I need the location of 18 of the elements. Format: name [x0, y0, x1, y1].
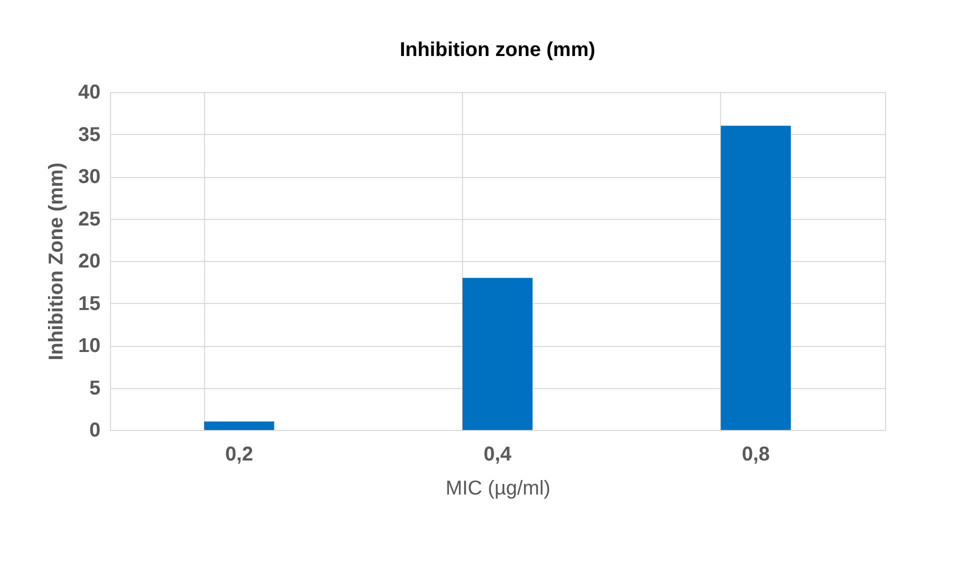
- y-tick-label: 40: [78, 82, 100, 104]
- chart-title: Inhibition zone (mm): [400, 39, 596, 61]
- y-axis-title: Inhibition Zone (mm): [45, 162, 68, 360]
- y-tick-label: 5: [89, 377, 100, 400]
- x-tick-label: 0,4: [484, 444, 512, 466]
- bar: [720, 126, 791, 430]
- y-tick-label: 15: [78, 292, 100, 315]
- y-tick-label: 20: [78, 250, 100, 272]
- x-tick-label: 0,8: [742, 444, 770, 466]
- y-tick-label: 10: [78, 335, 100, 357]
- y-tick-label: 30: [78, 166, 100, 188]
- bar: [462, 278, 532, 430]
- y-tick-label: 0: [89, 420, 100, 442]
- x-axis-title: MIC (µg/ml): [446, 478, 550, 500]
- y-tick-label: 35: [78, 124, 100, 146]
- bar: [204, 422, 274, 430]
- x-tick-label: 0,2: [225, 444, 254, 466]
- y-tick-label: 25: [78, 208, 100, 230]
